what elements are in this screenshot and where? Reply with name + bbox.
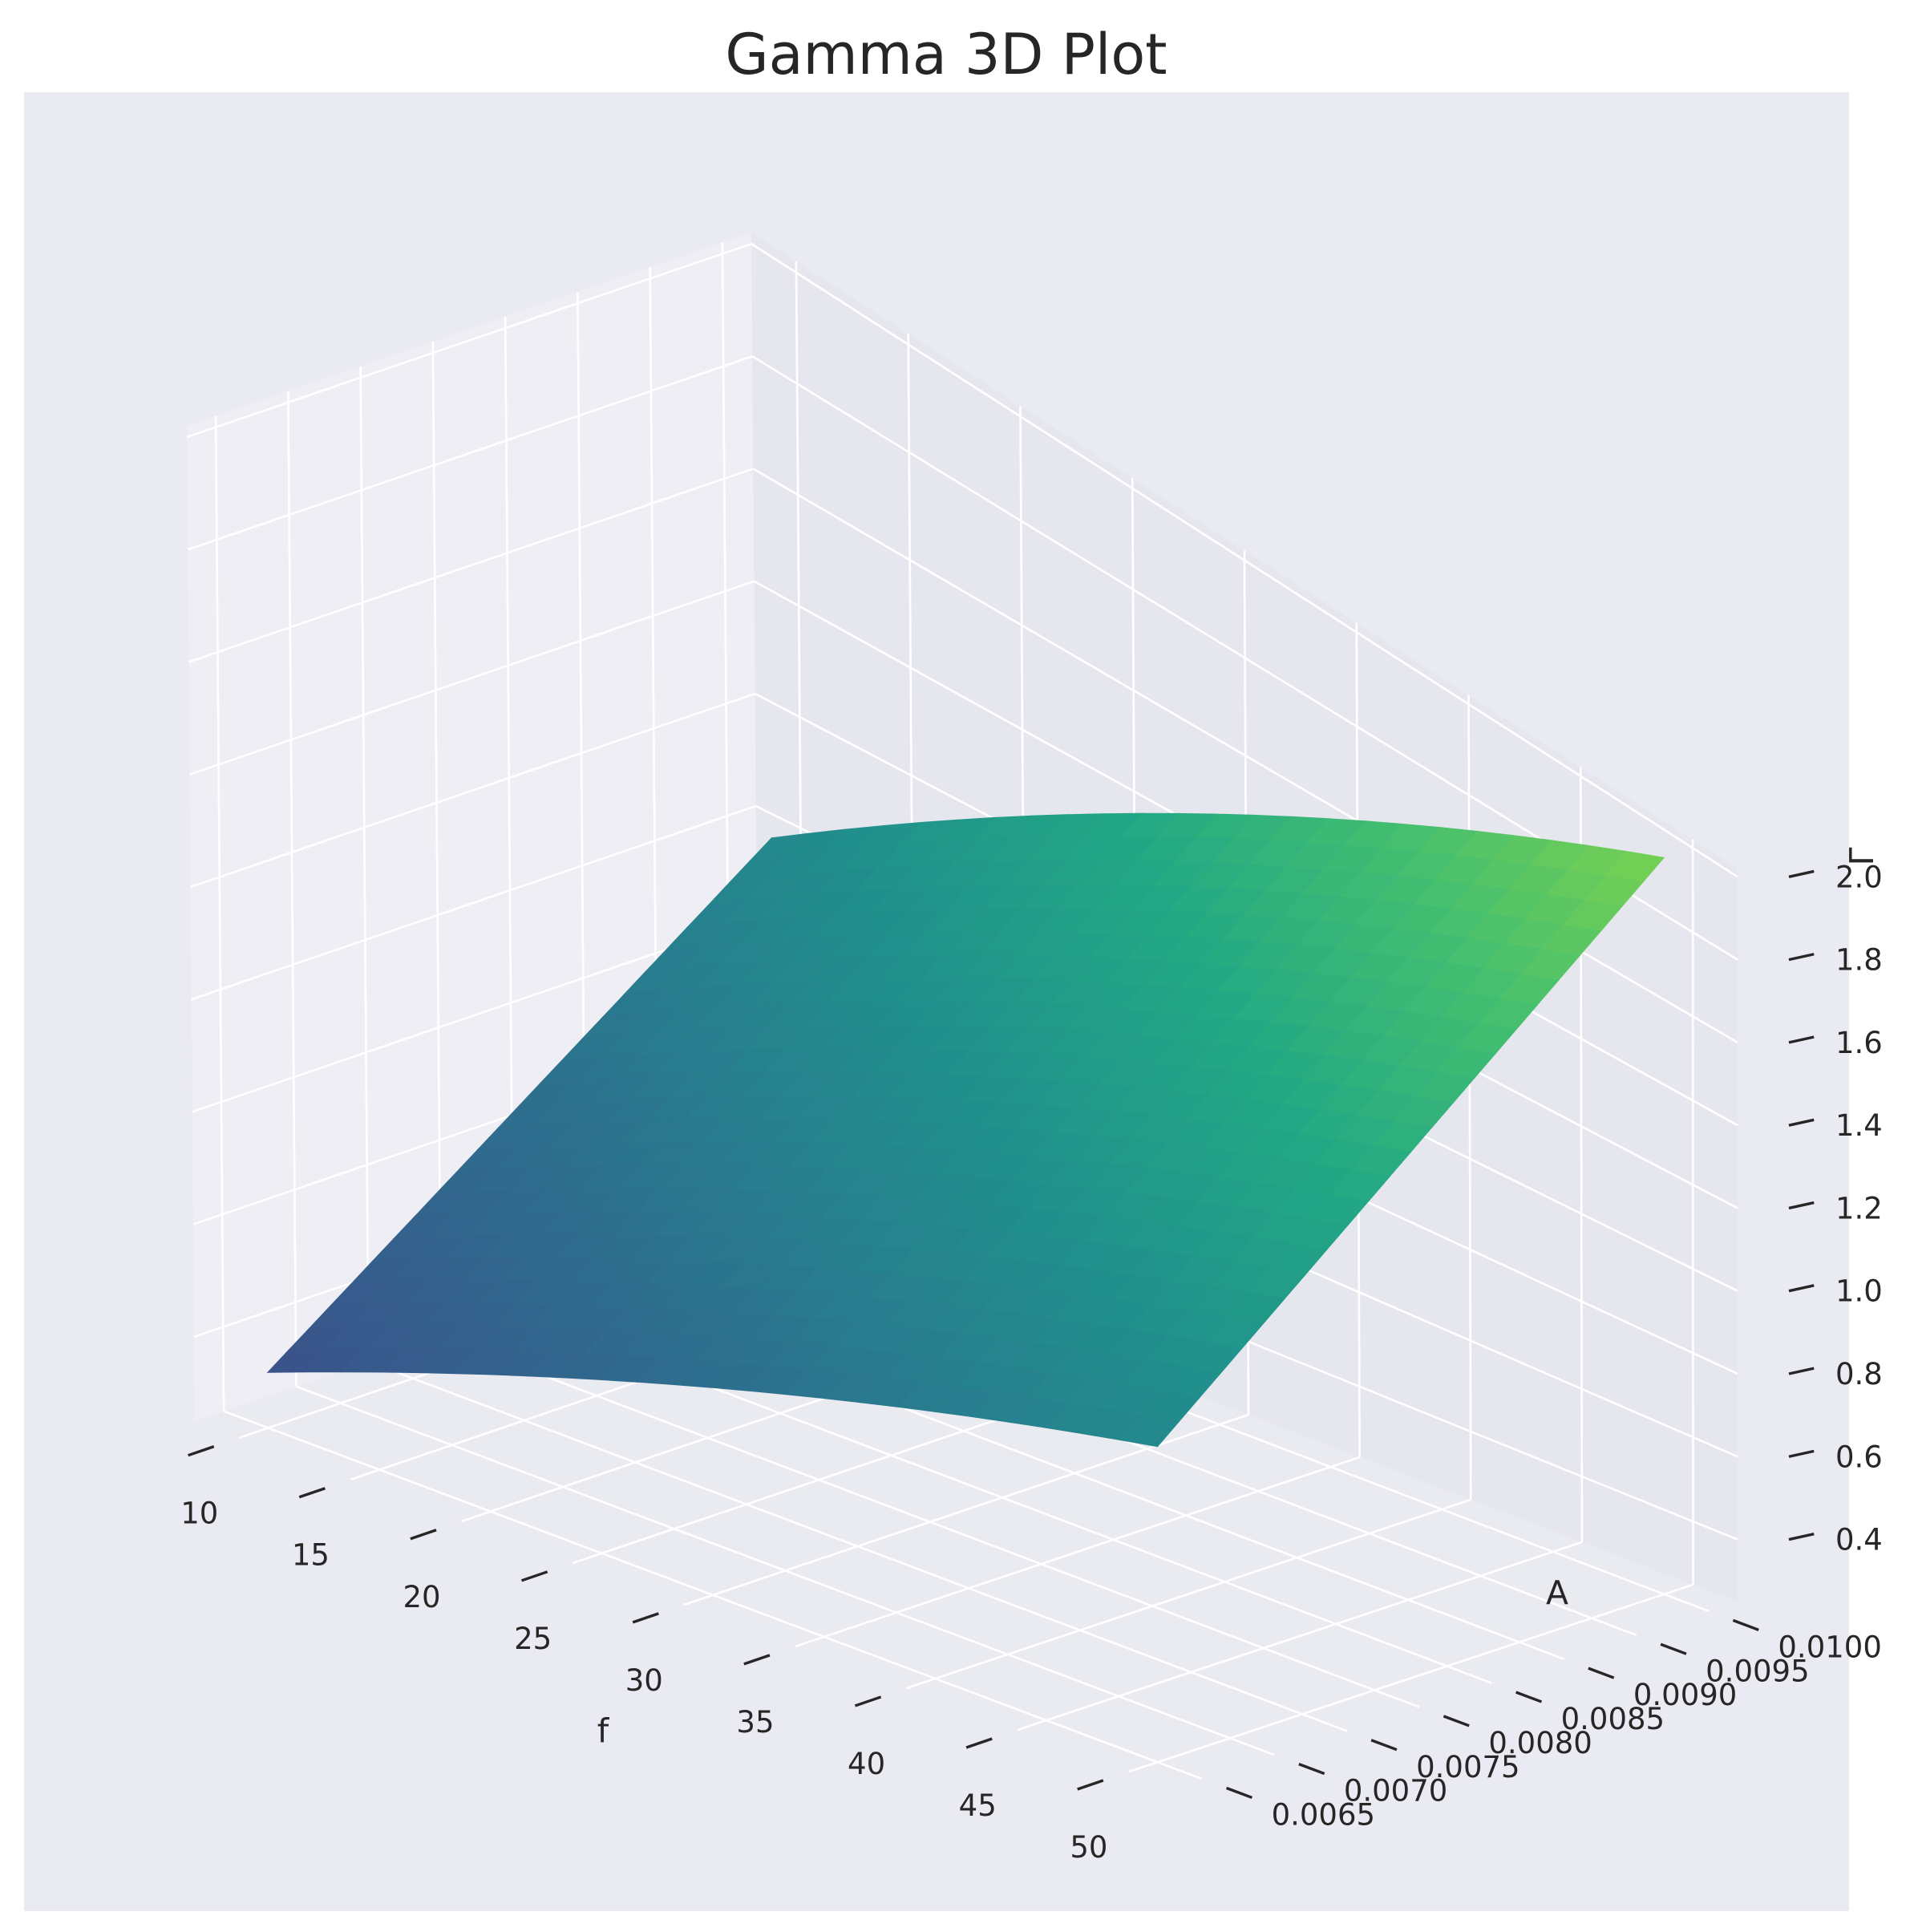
tick-mark (188, 1445, 215, 1457)
floor-grid-y (368, 1360, 1348, 1732)
tick-mark (1443, 1715, 1470, 1727)
left-grid-z (192, 917, 758, 1113)
floor-grid-x (905, 1498, 1471, 1690)
tick-mark (632, 1612, 659, 1624)
floor-grid-x (1017, 1541, 1583, 1732)
floor-grid-y (295, 1385, 1275, 1756)
x-tick-label: 20 (403, 1580, 441, 1614)
y-axis-label: A (1546, 1574, 1568, 1612)
chart-title: Gamma 3D Plot (725, 22, 1167, 87)
floor-grid-x (795, 1456, 1361, 1648)
left-grid-z (187, 355, 753, 551)
z-tick-label: 0.8 (1835, 1357, 1883, 1391)
x-axis-label: f (597, 1711, 610, 1750)
tick-mark (1515, 1691, 1543, 1703)
z-tick-label: 1.6 (1835, 1026, 1883, 1060)
x-tick-label: 45 (959, 1788, 997, 1823)
x-tick-label: 50 (1070, 1830, 1107, 1865)
tick-mark (1588, 1667, 1615, 1679)
floor-grid-x (1128, 1583, 1693, 1773)
surface-plot (266, 812, 1665, 1448)
left-grid-z (186, 242, 752, 439)
x-tick-label: 25 (514, 1622, 552, 1656)
tick-mark (1788, 953, 1815, 962)
tick-mark (965, 1737, 993, 1749)
tick-mark (1732, 1618, 1759, 1631)
left-grid-y (431, 341, 443, 1337)
tick-mark (410, 1529, 437, 1541)
tick-mark (1788, 1284, 1815, 1293)
y-tick-label: 0.0080 (1488, 1726, 1592, 1760)
left-grid-y (359, 366, 370, 1362)
x-tick-label: 15 (292, 1538, 330, 1573)
z-tick-label: 0.4 (1835, 1523, 1883, 1557)
z-tick-label: 1.4 (1835, 1108, 1883, 1143)
tick-mark (1077, 1779, 1104, 1791)
z-tick-label: 1.0 (1835, 1274, 1883, 1309)
tick-mark (1788, 1201, 1815, 1210)
y-tick-label: 0.0070 (1344, 1774, 1447, 1808)
surface-facet (1119, 1415, 1180, 1448)
tick-mark (1788, 1035, 1815, 1044)
tick-mark (298, 1487, 326, 1499)
x-tick-label: 35 (736, 1705, 774, 1740)
left-grid-y (287, 391, 297, 1387)
y-tick-label: 0.0085 (1561, 1702, 1665, 1736)
x-tick-label: 40 (848, 1747, 885, 1781)
left-grid-z (189, 580, 755, 776)
tick-mark (1788, 869, 1815, 878)
left-grid-z (188, 468, 754, 663)
axis-ticks: 1015202530354045500.00650.00700.00750.00… (180, 860, 1883, 1865)
back-grid-x (1467, 695, 1472, 1500)
z-axis-label: Γ (1843, 847, 1881, 865)
tick-mark (1370, 1739, 1398, 1752)
tick-mark (1788, 1449, 1815, 1458)
y-tick-label: 0.0075 (1416, 1750, 1519, 1784)
floor-grid-y (440, 1335, 1420, 1708)
tick-mark (1660, 1642, 1687, 1655)
tick-mark (743, 1654, 771, 1666)
back-grid-z (751, 242, 1738, 878)
x-tick-label: 30 (625, 1663, 663, 1698)
z-tick-label: 2.0 (1835, 860, 1883, 894)
tick-mark (1788, 1118, 1815, 1127)
y-tick-label: 0.0095 (1706, 1654, 1809, 1688)
y-tick-label: 0.0090 (1633, 1678, 1737, 1712)
left-grid-z (190, 692, 756, 889)
z-tick-label: 1.8 (1835, 943, 1883, 978)
tick-mark (520, 1570, 548, 1582)
tick-mark (1226, 1786, 1253, 1800)
tick-mark (1788, 1533, 1815, 1541)
y-tick-label: 0.0065 (1272, 1798, 1375, 1833)
tick-mark (1788, 1367, 1815, 1375)
tick-mark (1298, 1763, 1325, 1776)
left-grid-y (214, 415, 225, 1412)
tick-mark (854, 1695, 882, 1707)
z-tick-label: 0.6 (1835, 1440, 1883, 1474)
z-tick-label: 1.2 (1835, 1191, 1883, 1225)
x-tick-label: 10 (180, 1497, 218, 1531)
left-grid-z (191, 804, 757, 1001)
y-tick-label: 0.0100 (1778, 1630, 1881, 1664)
floor-grid-y (223, 1410, 1203, 1780)
